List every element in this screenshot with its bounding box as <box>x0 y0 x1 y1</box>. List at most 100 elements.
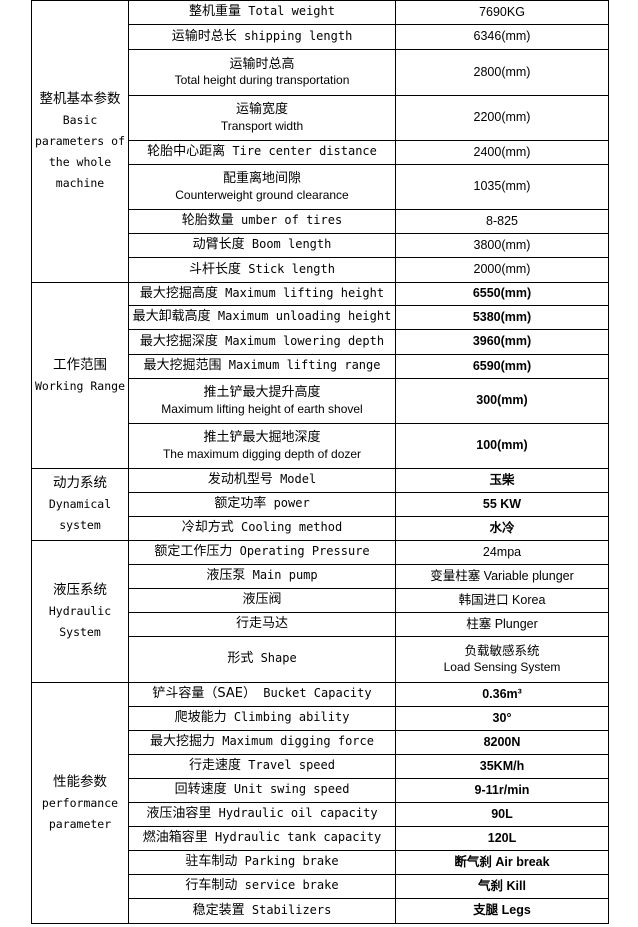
param-value-text: 8-825 <box>486 213 518 228</box>
param-value-text: 3960(mm) <box>472 334 532 349</box>
table-row: 配重离地间隙 Counterweight ground clearance 1035… <box>32 164 609 210</box>
param-label-en: The maximum digging depth of dozer <box>162 446 362 461</box>
param-value-text: 8200N <box>483 734 521 749</box>
param-label: 动臂长度 Boom length <box>128 233 396 258</box>
param-label: 驻车制动 Parking brake <box>128 850 396 875</box>
param-label: 发动机型号 Model <box>128 468 396 493</box>
param-label: 整机重量 Total weight <box>128 0 396 25</box>
param-value: 6590(mm) <box>395 354 609 379</box>
param-value-text: 2000(mm) <box>473 262 531 277</box>
param-value-text: 6590(mm) <box>472 358 532 373</box>
param-label: 最大挖掘高度 Maximum lifting height <box>128 282 396 306</box>
table-row: 最大挖掘范围 Maximum lifting range 6590(mm) <box>32 354 609 379</box>
param-label: 额定工作压力 Operating Pressure <box>128 540 396 565</box>
param-label: 行车制动 service brake <box>128 874 396 899</box>
param-label: 燃油箱容里 Hydraulic tank capacity <box>128 826 396 851</box>
group-label-cn: 整机基本参数 <box>39 91 121 107</box>
param-value: 水冷 <box>395 516 609 541</box>
param-label: 运输宽度 Transport width <box>128 95 396 141</box>
param-label-en: Boom length <box>251 237 332 252</box>
param-label-en: Parking brake <box>244 854 339 869</box>
param-value: 3800(mm) <box>395 233 609 258</box>
param-value-text: 2200(mm) <box>473 110 531 125</box>
param-value: 2400(mm) <box>395 140 609 165</box>
group-label: 液压系统 Hydraulic System <box>31 540 129 683</box>
param-label-cn: 形式 <box>227 651 254 667</box>
table-row: 行车制动 service brake 气刹 Kill <box>32 874 609 899</box>
param-value: 100(mm) <box>395 423 609 469</box>
param-value-text: 55 KW <box>482 496 522 511</box>
table-row: 额定功率 power 55 KW <box>32 492 609 517</box>
param-value-text: 玉柴 <box>489 472 515 487</box>
param-value: 8200N <box>395 730 609 755</box>
table-row: 回转速度 Unit swing speed 9-11r/min <box>32 778 609 803</box>
param-value: 90L <box>395 802 609 827</box>
param-label: 铲斗容量（SAE） Bucket Capacity <box>128 682 396 707</box>
param-label: 行走速度 Travel speed <box>128 754 396 779</box>
param-label-cn: 铲斗容量（SAE） <box>152 686 256 702</box>
param-value-text: 7690KG <box>479 4 525 19</box>
param-label-cn: 行车制动 <box>185 878 238 894</box>
param-label-cn: 最大卸载高度 <box>132 309 211 325</box>
param-label-cn: 推土铲最大掘地深度 <box>203 430 321 446</box>
table-row: 驻车制动 Parking brake 断气刹 Air break <box>32 850 609 875</box>
param-label-en: Counterweight ground clearance <box>175 187 349 202</box>
param-label-cn: 运输宽度 <box>235 102 288 118</box>
param-label: 额定功率 power <box>128 492 396 517</box>
param-label-en: Tire center distance <box>232 144 377 159</box>
param-label-cn: 运输时总高 <box>229 56 295 72</box>
param-value: 3960(mm) <box>395 329 609 355</box>
param-label-cn: 最大挖掘深度 <box>139 333 218 349</box>
param-label: 最大挖掘深度 Maximum lowering depth <box>128 329 396 355</box>
param-value-text: 水冷 <box>489 520 515 535</box>
param-label-cn: 稳定装置 <box>192 902 245 918</box>
param-value: 韩国进口 Korea <box>395 588 609 613</box>
table-row: 燃油箱容里 Hydraulic tank capacity 120L <box>32 826 609 851</box>
param-label: 轮胎中心距离 Tire center distance <box>128 140 396 165</box>
table-row: 整机基本参数 Basic parameters of the whole mach… <box>31 0 609 283</box>
group-label-en: Basic parameters of the whole machine <box>34 113 125 190</box>
param-label-cn: 斗杆长度 <box>189 261 242 277</box>
param-label-en: umber of tires <box>241 213 343 228</box>
param-label-cn: 轮胎中心距离 <box>147 144 226 160</box>
param-value: 气刹 Kill <box>395 874 609 899</box>
param-label-en: Maximum lifting range <box>228 358 381 373</box>
param-value-text: 1035(mm) <box>473 179 531 194</box>
param-label-en: Maximum lifting height of earth shovel <box>161 401 363 416</box>
param-label-en: Main pump <box>252 568 318 583</box>
param-label-cn: 液压油容里 <box>146 806 212 822</box>
group-label-en: Dynamical system <box>48 497 112 532</box>
param-label: 液压阀 <box>128 588 396 613</box>
table-row: 行走马达 柱塞 Plunger <box>32 612 609 637</box>
table-row: 性能参数 performance parameter 铲斗容量（SAE） Bucke… <box>31 682 609 924</box>
param-value: 玉柴 <box>395 468 609 493</box>
param-value: 变量柱塞 Variable plunger <box>395 564 609 589</box>
param-label-cn: 推土铲最大提升高度 <box>203 385 321 401</box>
param-value-text: 30° <box>492 710 512 725</box>
param-label: 液压油容里 Hydraulic oil capacity <box>128 802 396 827</box>
table-row: 轮胎中心距离 Tire center distance 2400(mm) <box>32 140 609 165</box>
param-value: 6550(mm) <box>395 282 609 306</box>
param-label-en: service brake <box>244 878 339 893</box>
param-label-cn: 最大挖掘高度 <box>139 285 218 301</box>
group-label-en: performance parameter <box>41 795 119 831</box>
param-value: 35KM/h <box>395 754 609 779</box>
param-value: 0.36m³ <box>395 682 609 707</box>
param-value-text: 6346(mm) <box>473 29 531 44</box>
table-row: 斗杆长度 Stick length 2000(mm) <box>32 257 609 283</box>
param-label: 行走马达 <box>128 612 396 637</box>
param-value: 24mpa <box>395 540 609 565</box>
param-value-text: 9-11r/min <box>474 782 530 797</box>
table-row: 最大卸载高度 Maximum unloading height 5380(mm) <box>32 305 609 330</box>
group-label: 整机基本参数 Basic parameters of the whole mach… <box>31 0 129 283</box>
param-value-text: 5380(mm) <box>472 309 532 324</box>
table-row: 运输时总长 shipping length 6346(mm) <box>32 24 609 50</box>
param-label: 运输时总高 Total height during transportation <box>128 49 396 96</box>
table-row: 推土铲最大提升高度 Maximum lifting height of earth… <box>32 378 609 424</box>
table-row: 爬坡能力 Climbing ability 30° <box>32 706 609 731</box>
param-label: 最大挖掘力 Maximum digging force <box>128 730 396 755</box>
group-label-cn: 液压系统 <box>53 582 107 598</box>
param-value-text: 柱塞 Plunger <box>466 616 538 631</box>
param-label-en: Maximum lifting height <box>225 285 385 300</box>
param-value-text: 断气刹 Air break <box>454 854 550 869</box>
